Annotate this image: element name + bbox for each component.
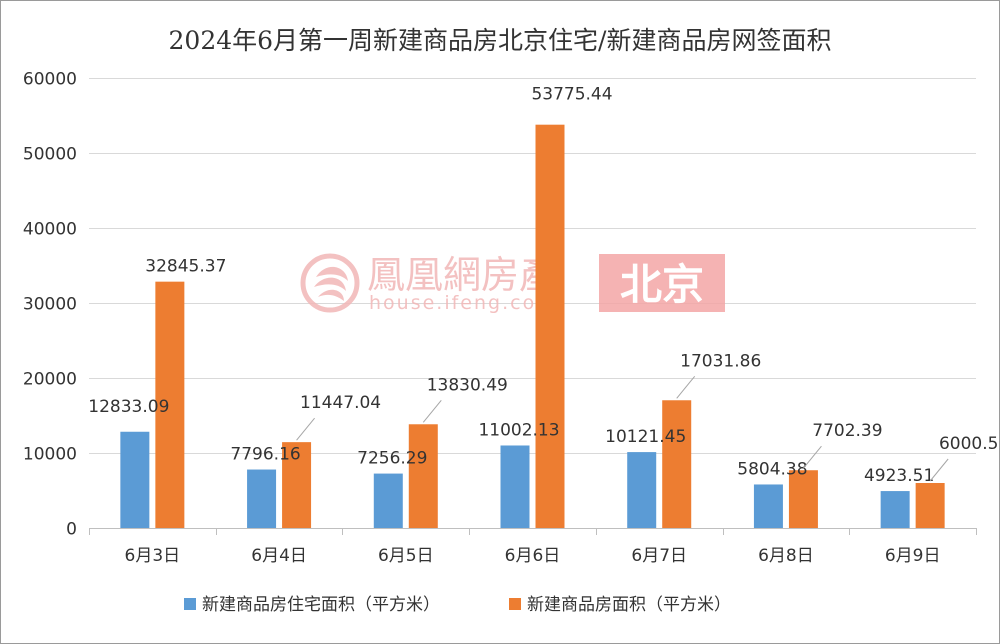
x-axis: 6月3日 6月4日 6月5日 6月6日 6月7日 6月8日 6月9日 — [89, 528, 977, 566]
watermark-brand-cn: 鳳凰網房產 — [367, 253, 557, 297]
bars — [120, 124, 945, 528]
bar-total — [535, 124, 565, 528]
x-tick-label: 6月9日 — [885, 546, 941, 566]
data-label: 13830.49 — [427, 375, 508, 395]
data-label: 12833.09 — [88, 397, 169, 417]
data-label: 7702.39 — [812, 421, 882, 441]
watermark-brand-en: house.ifeng.com — [369, 292, 557, 314]
bar-total — [788, 470, 818, 528]
data-label: 7256.29 — [357, 449, 427, 469]
data-label-leader — [676, 375, 696, 399]
data-labels: 12833.09 7796.16 7256.29 11002.13 10121.45 58… — [88, 85, 999, 486]
y-tick-label: 10000 — [23, 445, 77, 465]
bar-total — [915, 482, 945, 528]
data-label: 7796.16 — [230, 445, 300, 465]
data-label-leader — [803, 445, 822, 469]
bar-residential — [753, 484, 783, 528]
ifeng-logo-icon — [300, 253, 360, 313]
legend-label: 新建商品房面积（平方米） — [527, 595, 731, 615]
x-tick-label: 6月8日 — [758, 546, 814, 566]
x-tick-label: 6月6日 — [505, 546, 561, 566]
x-tick-label: 6月7日 — [631, 546, 687, 566]
bar-total — [662, 400, 692, 528]
x-tick-label: 6月5日 — [378, 546, 434, 566]
data-label: 11002.13 — [478, 420, 559, 440]
watermark-city-badge — [599, 254, 725, 312]
chart-title: 2024年6月第一周新建商品房北京住宅/新建商品房网签面积 — [169, 26, 832, 55]
data-label: 6000.51 — [939, 434, 999, 454]
y-tick-label: 40000 — [23, 220, 77, 240]
watermark: 鳳凰網房產 house.ifeng.com 北京 — [300, 253, 725, 314]
y-axis: 0 10000 20000 30000 40000 50000 60000 — [23, 70, 77, 540]
data-label: 5804.38 — [737, 459, 807, 479]
data-label-leader — [929, 458, 949, 482]
bar-residential — [500, 445, 530, 528]
bar-residential — [627, 452, 657, 528]
data-label: 4923.51 — [864, 466, 934, 486]
data-label-leader — [422, 399, 442, 423]
y-tick-label: 50000 — [23, 145, 77, 165]
legend: 新建商品房住宅面积（平方米） 新建商品房面积（平方米） — [184, 595, 731, 615]
watermark-city: 北京 — [620, 260, 704, 309]
bar-total — [282, 442, 312, 528]
bar-residential — [247, 469, 277, 528]
y-tick-label: 20000 — [23, 370, 77, 390]
y-tick-label: 30000 — [23, 295, 77, 315]
legend-swatch — [509, 598, 521, 610]
y-tick-label: 0 — [66, 520, 77, 540]
gridlines — [89, 78, 976, 529]
legend-swatch — [184, 598, 196, 610]
y-tick-label: 60000 — [23, 70, 77, 90]
x-tick-label: 6月4日 — [251, 546, 307, 566]
bar-total — [408, 424, 438, 528]
data-label: 17031.86 — [680, 351, 761, 371]
data-label: 32845.37 — [145, 257, 226, 277]
bar-total — [155, 281, 185, 528]
bar-residential — [373, 473, 403, 528]
data-label: 11447.04 — [300, 393, 381, 413]
bar-residential — [120, 431, 150, 528]
data-label: 53775.44 — [531, 85, 612, 105]
bar-residential — [880, 491, 910, 528]
legend-label: 新建商品房住宅面积（平方米） — [202, 595, 440, 615]
data-label-leader — [296, 417, 315, 441]
x-tick-label: 6月3日 — [125, 546, 181, 566]
data-label: 10121.45 — [605, 427, 686, 447]
